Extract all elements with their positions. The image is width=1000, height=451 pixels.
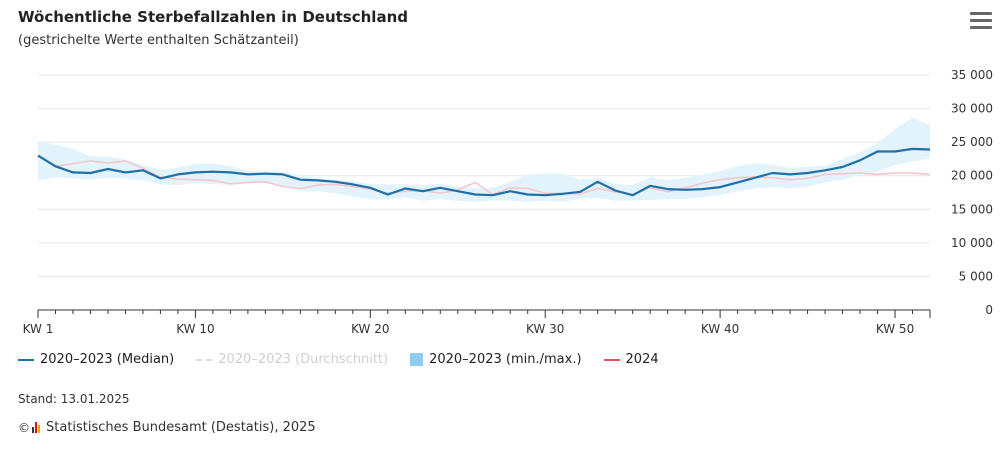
x-tick-label: KW 30	[526, 322, 564, 336]
chart-subtitle: (gestrichelte Werte enthalten Schätzante…	[18, 33, 299, 48]
legend-item-median[interactable]: 2020–2023 (Median)	[18, 352, 174, 367]
x-tick-label: KW 20	[351, 322, 389, 336]
x-tick-label: KW 40	[701, 322, 739, 336]
legend-average-label: 2020–2023 (Durchschnitt)	[218, 352, 389, 367]
y-tick-label: 5 000	[959, 269, 993, 283]
legend-average-swatch	[196, 358, 213, 361]
legend-median-swatch	[18, 358, 34, 361]
legend-minmax-swatch	[410, 353, 424, 366]
series-line-median	[37, 147, 931, 197]
minmax-band	[38, 118, 930, 202]
legend-item-average[interactable]: 2020–2023 (Durchschnitt)	[196, 352, 388, 367]
x-axis: KW 1 KW 10 KW 20 KW 30 KW 40 KW 50	[23, 309, 931, 336]
x-tick-label: KW 10	[176, 322, 214, 336]
data-status-date: Stand: 13.01.2025	[18, 392, 130, 406]
legend-item-minmax[interactable]: 2020–2023 (min./max.)	[410, 352, 582, 367]
y-tick-label: 35 000	[951, 68, 993, 82]
copyright-symbol: ©	[18, 420, 30, 435]
x-tick-label: KW 50	[876, 322, 914, 336]
y-axis-labels: 0 5 000 10 000 15 000 20 000 25 000 30 000 35 0…	[951, 68, 993, 317]
chart-title: Wöchentliche Sterbefallzahlen in Deutsch…	[18, 8, 408, 26]
legend: 2020–2023 (Median) 2020–2023 (Durchschni…	[18, 352, 681, 367]
legend-2024-label: 2024	[625, 352, 659, 367]
series-line-2024	[37, 155, 931, 196]
source-credit: © Statistisches Bundesamt (Destatis), 20…	[18, 420, 316, 435]
legend-2024-swatch	[603, 358, 620, 361]
x-tick-label: KW 1	[23, 322, 54, 336]
legend-median-label: 2020–2023 (Median)	[40, 352, 175, 367]
source-text[interactable]: Statistisches Bundesamt (Destatis), 2025	[46, 420, 316, 435]
y-tick-label: 20 000	[951, 169, 993, 183]
chart-plot: KW 1 KW 10 KW 20 KW 30 KW 40 KW 50 0 5 000 10 0…	[23, 68, 993, 336]
series-lines	[37, 147, 931, 197]
minmax-band-area	[38, 118, 930, 202]
destatis-logo-icon	[32, 422, 41, 433]
y-tick-label: 15 000	[951, 202, 993, 216]
y-tick-label: 30 000	[951, 102, 993, 116]
y-tick-label: 10 000	[951, 236, 993, 250]
legend-item-2024[interactable]: 2024	[603, 352, 659, 367]
hamburger-menu-icon[interactable]	[970, 12, 992, 30]
grid-lines	[38, 74, 930, 277]
y-tick-label: 0	[985, 303, 993, 317]
y-tick-label: 25 000	[951, 135, 993, 149]
legend-minmax-label: 2020–2023 (min./max.)	[429, 352, 582, 367]
